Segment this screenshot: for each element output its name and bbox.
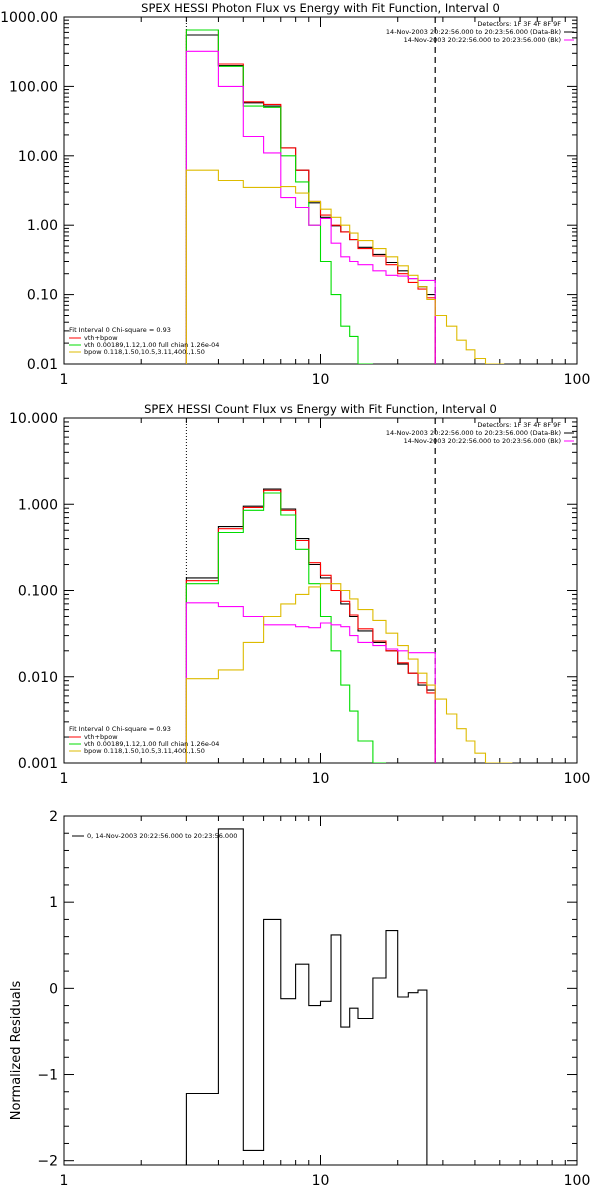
- legend-entry: bpow 0.118,1.50,10.5,3.11,400.,1.50: [84, 747, 205, 755]
- y-tick-label: 0.010: [18, 670, 58, 686]
- series-line-4: [185, 169, 505, 364]
- legend-entry: bpow 0.118,1.50,10.5,3.11,400.,1.50: [84, 348, 205, 356]
- series-line-0: [185, 828, 428, 1165]
- series-line-0: [185, 488, 436, 763]
- x-tick-label: 100: [564, 771, 591, 787]
- series-line-2: [185, 492, 386, 763]
- x-tick-label: 10: [312, 771, 330, 787]
- legend-title: Fit Interval 0 Chi-square = 0.93: [69, 725, 171, 733]
- header-line: 14-Nov-2003 20:22:56.000 to 20:23:56.000…: [386, 28, 561, 36]
- x-tick-label: 100: [564, 1173, 591, 1189]
- y-tick-label: 1.000: [18, 497, 58, 513]
- legend-entry: vth+bpow: [84, 334, 118, 342]
- axes-frame: [63, 815, 578, 1166]
- y-tick-label: 1: [49, 895, 58, 911]
- x-tick-label: 10: [312, 372, 330, 388]
- header-line: Detectors: 1F 3F 4F 8F 9F: [477, 421, 561, 429]
- header-line: 14-Nov-2003 20:22:56.000 to 20:23:56.000…: [404, 36, 561, 44]
- x-tick-label: 1: [60, 372, 69, 388]
- legend-entry: vth 0.00189,1.12,1.00 full chian 1.26e-0…: [84, 341, 219, 349]
- chart-0: SPEX HESSI Photon Flux vs Energy with Fi…: [0, 1, 590, 388]
- x-tick-label: 10: [312, 1173, 330, 1189]
- chart-title: SPEX HESSI Count Flux vs Energy with Fit…: [144, 402, 497, 416]
- series-line-2: [185, 29, 373, 364]
- header-line: Detectors: 1F 3F 4F 8F 9F: [477, 20, 561, 28]
- y-axis-label: Normalized Residuals: [9, 981, 24, 1121]
- y-tick-label: −2: [37, 1154, 58, 1170]
- chart-1: SPEX HESSI Count Flux vs Energy with Fit…: [9, 402, 590, 787]
- y-tick-label: 0.100: [18, 584, 58, 600]
- y-tick-label: 0.01: [27, 357, 58, 373]
- y-tick-label: 1000.00: [0, 10, 58, 26]
- header-line: 14-Nov-2003 20:22:56.000 to 20:23:56.000…: [386, 429, 561, 437]
- legend-entry: 0, 14-Nov-2003 20:22:56.000 to 20:23:56.…: [87, 832, 237, 840]
- series-line-3: [185, 602, 436, 763]
- x-tick-label: 100: [564, 372, 591, 388]
- y-tick-label: 0.10: [27, 288, 58, 304]
- y-tick-label: 100.00: [9, 79, 58, 95]
- header-line: 14-Nov-2003 20:22:56.000 to 20:23:56.000…: [404, 437, 561, 445]
- series-line-3: [185, 50, 436, 364]
- chart-2: 1 10 100 −2 −1 0 1 2 Normalized Residuals 0, 14-N…: [9, 809, 590, 1189]
- series-line-4: [185, 583, 513, 763]
- y-tick-label: 2: [49, 809, 58, 825]
- series-line-0: [185, 34, 436, 364]
- chart-title: SPEX HESSI Photon Flux vs Energy with Fi…: [141, 1, 500, 15]
- y-tick-label: 0.001: [18, 756, 58, 772]
- x-tick-label: 1: [60, 1173, 69, 1189]
- legend-entry: vth+bpow: [84, 733, 118, 741]
- axes-frame: [63, 16, 578, 365]
- y-tick-label: 10.00: [18, 149, 58, 165]
- y-tick-label: 10.000: [9, 411, 58, 427]
- y-tick-label: −1: [37, 1068, 58, 1084]
- legend-title: Fit Interval 0 Chi-square = 0.93: [69, 326, 171, 334]
- x-tick-label: 1: [60, 771, 69, 787]
- legend-entry: vth 0.00189,1.12,1.00 full chian 1.26e-0…: [84, 740, 219, 748]
- y-tick-label: 1.00: [27, 218, 58, 234]
- series-line-1: [185, 29, 436, 364]
- y-tick-label: 0: [49, 981, 58, 997]
- series-line-1: [185, 489, 436, 763]
